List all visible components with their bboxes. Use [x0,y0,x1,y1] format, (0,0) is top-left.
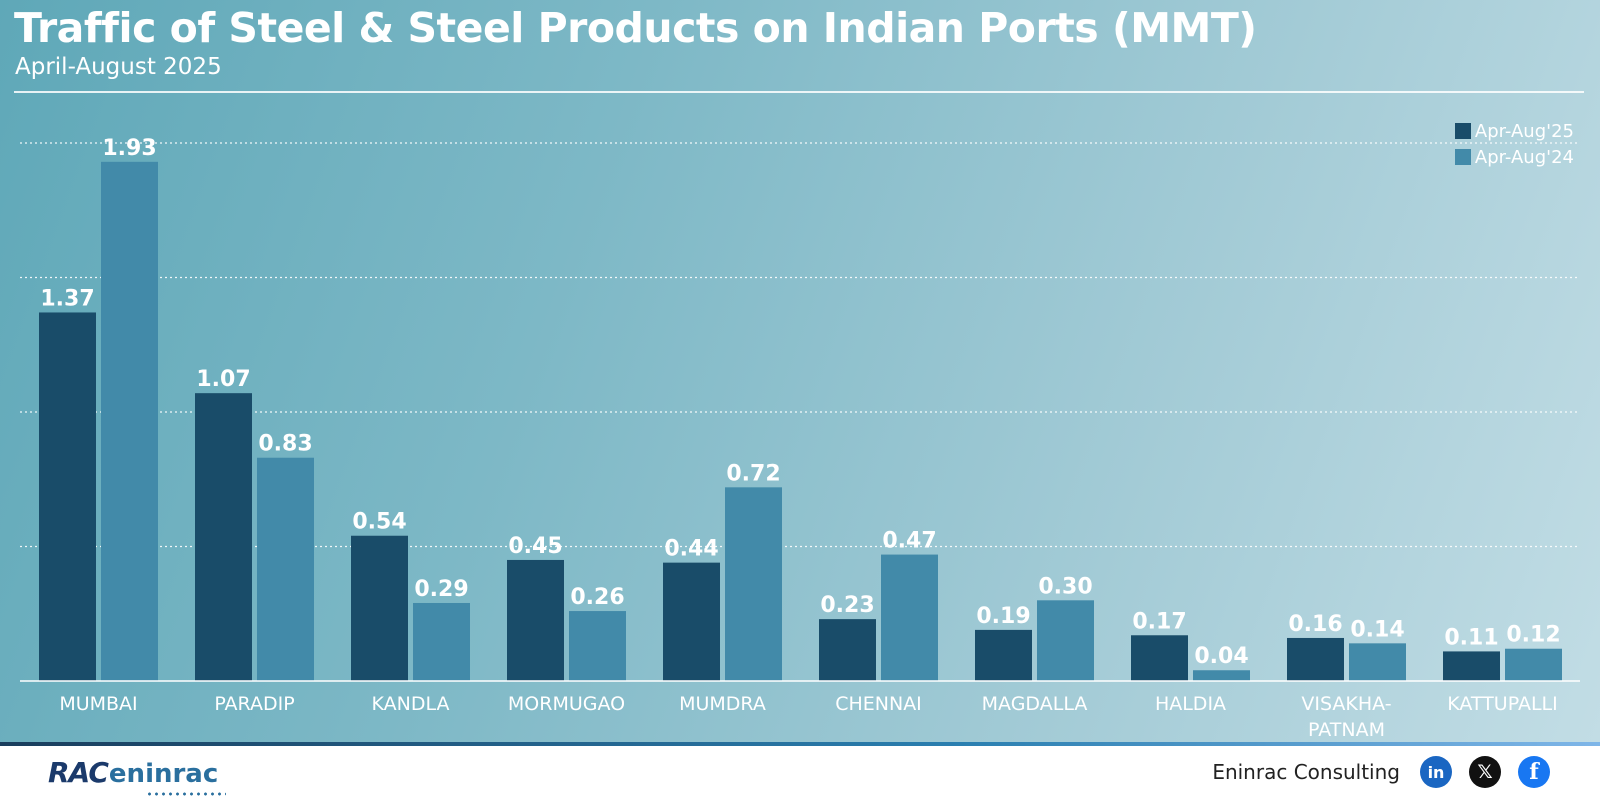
category-label: CHENNAI [835,693,922,715]
category-label-line: KATTUPALLI [1447,693,1557,715]
data-label-s2025: 0.23 [820,593,874,618]
legend-swatch-2025 [1454,123,1471,139]
bar-s2025 [351,535,408,681]
bar-s2024 [257,457,314,681]
category-label: MUMDRA [679,693,766,715]
data-label-s2025: 0.54 [352,510,406,535]
facebook-icon[interactable]: f [1518,756,1550,788]
category-label-line: MUMDRA [679,693,766,715]
bar-s2025 [819,619,876,681]
data-label-s2025: 0.45 [508,534,562,559]
bar-s2024 [1349,643,1406,681]
chart-legend: Apr-Aug'25 Apr-Aug'24 [1454,118,1574,170]
chart-canvas: Traffic of Steel & Steel Products on Ind… [0,0,1600,742]
logo-eninrac-text: eninrac [108,759,219,789]
legend-item-2025: Apr-Aug'25 [1454,118,1574,144]
data-label-s2025: 0.19 [976,604,1030,629]
data-label-s2024: 0.14 [1350,617,1404,642]
category-label-line: MUMBAI [59,693,137,715]
data-label-s2025: 0.17 [1132,609,1186,634]
legend-label-2024: Apr-Aug'24 [1474,146,1574,168]
bar-s2024 [881,554,938,681]
category-label-line: MORMUGAO [508,693,625,715]
x-twitter-icon[interactable]: 𝕏 [1469,756,1501,788]
data-label-s2024: 0.12 [1506,623,1560,648]
data-label-s2024: 0.47 [882,529,936,554]
data-label-s2024: 0.26 [570,585,624,610]
legend-swatch-2024 [1454,149,1471,165]
logo-dots [146,792,226,796]
category-label: VISAKHA- PATNAM [1301,693,1391,741]
bar-s2024 [413,602,470,681]
data-label-s2024: 0.04 [1194,644,1248,669]
data-label-s2025: 0.11 [1444,625,1498,650]
logo-rac-text: RAC [48,756,109,789]
category-label: HALDIA [1155,693,1226,715]
brand-name: Eninrac Consulting [1212,760,1400,784]
data-label-s2024: 0.83 [258,432,312,457]
bar-s2025 [507,559,564,681]
bar-s2025 [975,629,1032,681]
data-label-s2025: 1.37 [40,286,94,311]
chart-title: Traffic of Steel & Steel Products on Ind… [14,4,1257,52]
linkedin-icon[interactable]: in [1420,756,1452,788]
legend-item-2024: Apr-Aug'24 [1454,144,1574,170]
bar-s2024 [725,487,782,681]
category-label-line: KANDLA [372,693,450,715]
category-label-line: CHENNAI [835,693,922,715]
bar-s2024 [1193,670,1250,681]
bar-s2024 [1037,600,1094,681]
category-label: PARADIP [214,693,294,715]
eninrac-logo[interactable]: RAC eninrac [48,756,226,796]
data-label-s2024: 0.30 [1038,574,1092,599]
bar-s2025 [1443,651,1500,681]
data-label-s2025: 1.07 [196,367,250,392]
bar-s2024 [569,611,626,681]
data-label-s2024: 0.29 [414,577,468,602]
data-label-s2025: 0.16 [1288,612,1342,637]
data-label-s2024: 1.93 [102,136,156,161]
category-label: MORMUGAO [508,693,625,715]
chart-subtitle: April-August 2025 [15,54,222,80]
bar-s2025 [39,312,96,681]
category-label-line: PATNAM [1308,719,1385,741]
bar-s2024 [101,161,158,681]
bar-s2025 [1287,637,1344,681]
legend-label-2025: Apr-Aug'25 [1474,120,1574,142]
category-label-line: VISAKHA- [1301,693,1391,715]
category-label: KANDLA [372,693,450,715]
category-label-line: PARADIP [214,693,294,715]
bar-s2025 [195,393,252,681]
bar-s2025 [1131,635,1188,681]
category-label: MAGDALLA [982,693,1088,715]
bar-chart: 1.37 1.93 MUMBAI 1.07 0.83 PARADIP 0.54 0.29 KAN… [39,136,1562,741]
bar-s2024 [1505,648,1562,681]
title-divider [14,91,1584,93]
data-label-s2025: 0.44 [664,537,718,562]
category-label-line: HALDIA [1155,693,1226,715]
footer: RAC eninrac Eninrac Consulting in 𝕏 f [0,746,1600,800]
category-label: KATTUPALLI [1447,693,1557,715]
category-label-line: MAGDALLA [982,693,1088,715]
bar-s2025 [663,562,720,681]
footer-accent-strip [0,742,1600,746]
data-label-s2024: 0.72 [726,461,780,486]
category-label: MUMBAI [59,693,137,715]
